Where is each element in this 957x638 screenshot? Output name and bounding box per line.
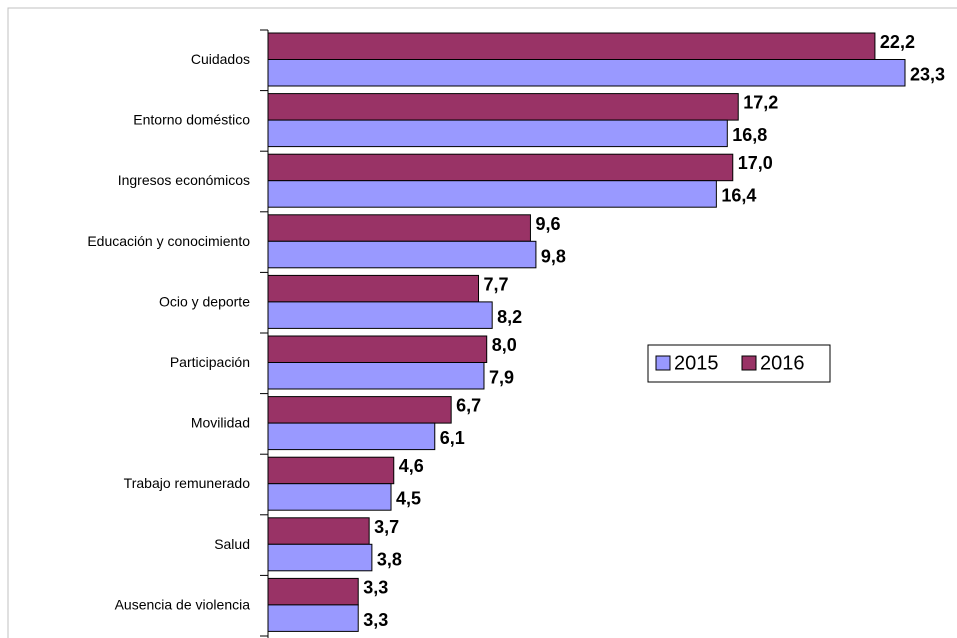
value-label: 7,9: [489, 368, 514, 388]
legend-swatch: [655, 355, 671, 371]
bar: [267, 240, 537, 269]
legend-box: [647, 344, 831, 383]
value-label: 4,5: [396, 489, 421, 509]
legend-swatch: [741, 355, 757, 371]
value-label: 22,2: [880, 32, 915, 52]
value-label: 3,3: [363, 577, 388, 597]
category-label: Participación: [170, 354, 250, 370]
value-label: 17,0: [738, 153, 773, 173]
bar: [267, 483, 392, 511]
bar: [267, 456, 395, 485]
value-label: 3,3: [363, 610, 388, 630]
bar: [267, 59, 906, 87]
bar: [267, 543, 373, 572]
value-label: 8,0: [492, 335, 517, 355]
value-label: 9,6: [535, 214, 560, 234]
category-label: Educación y conocimiento: [87, 233, 250, 249]
value-label: 23,3: [910, 65, 945, 85]
bar: [267, 422, 436, 451]
category-label: Entorno doméstico: [133, 112, 250, 128]
bar: [267, 301, 493, 329]
chart-frame: [7, 7, 957, 638]
category-label: Trabajo remunerado: [124, 475, 251, 491]
value-label: 16,4: [721, 186, 756, 206]
value-label: 4,6: [399, 456, 424, 476]
value-label: 6,7: [456, 396, 481, 416]
bar: [267, 93, 739, 121]
value-label: 17,2: [743, 93, 778, 113]
bar: [267, 153, 734, 182]
category-label: Movilidad: [191, 415, 250, 431]
bar: [267, 362, 485, 390]
value-label: 3,8: [377, 549, 402, 569]
category-label: Cuidados: [191, 51, 250, 67]
legend-label: 2015: [674, 352, 719, 374]
category-label: Ocio y deporte: [159, 293, 250, 309]
bar: [267, 32, 876, 60]
category-label: Salud: [214, 536, 250, 552]
bar: [267, 180, 717, 208]
legend-label: 2016: [760, 352, 805, 374]
bar: [267, 335, 488, 363]
bar: [267, 214, 531, 242]
value-label: 7,7: [484, 274, 509, 294]
value-label: 9,8: [541, 246, 566, 266]
bar: [267, 396, 452, 424]
bar: [267, 604, 359, 632]
bar: [267, 517, 370, 545]
value-label: 3,7: [374, 517, 399, 537]
category-label: Ingresos económicos: [118, 172, 250, 188]
value-label: 16,8: [732, 125, 767, 145]
bar: [267, 119, 728, 148]
bar: [267, 274, 480, 303]
value-label: 8,2: [497, 307, 522, 327]
category-label: Ausencia de violencia: [115, 596, 251, 612]
value-label: 6,1: [440, 428, 465, 448]
bar: [267, 577, 359, 606]
